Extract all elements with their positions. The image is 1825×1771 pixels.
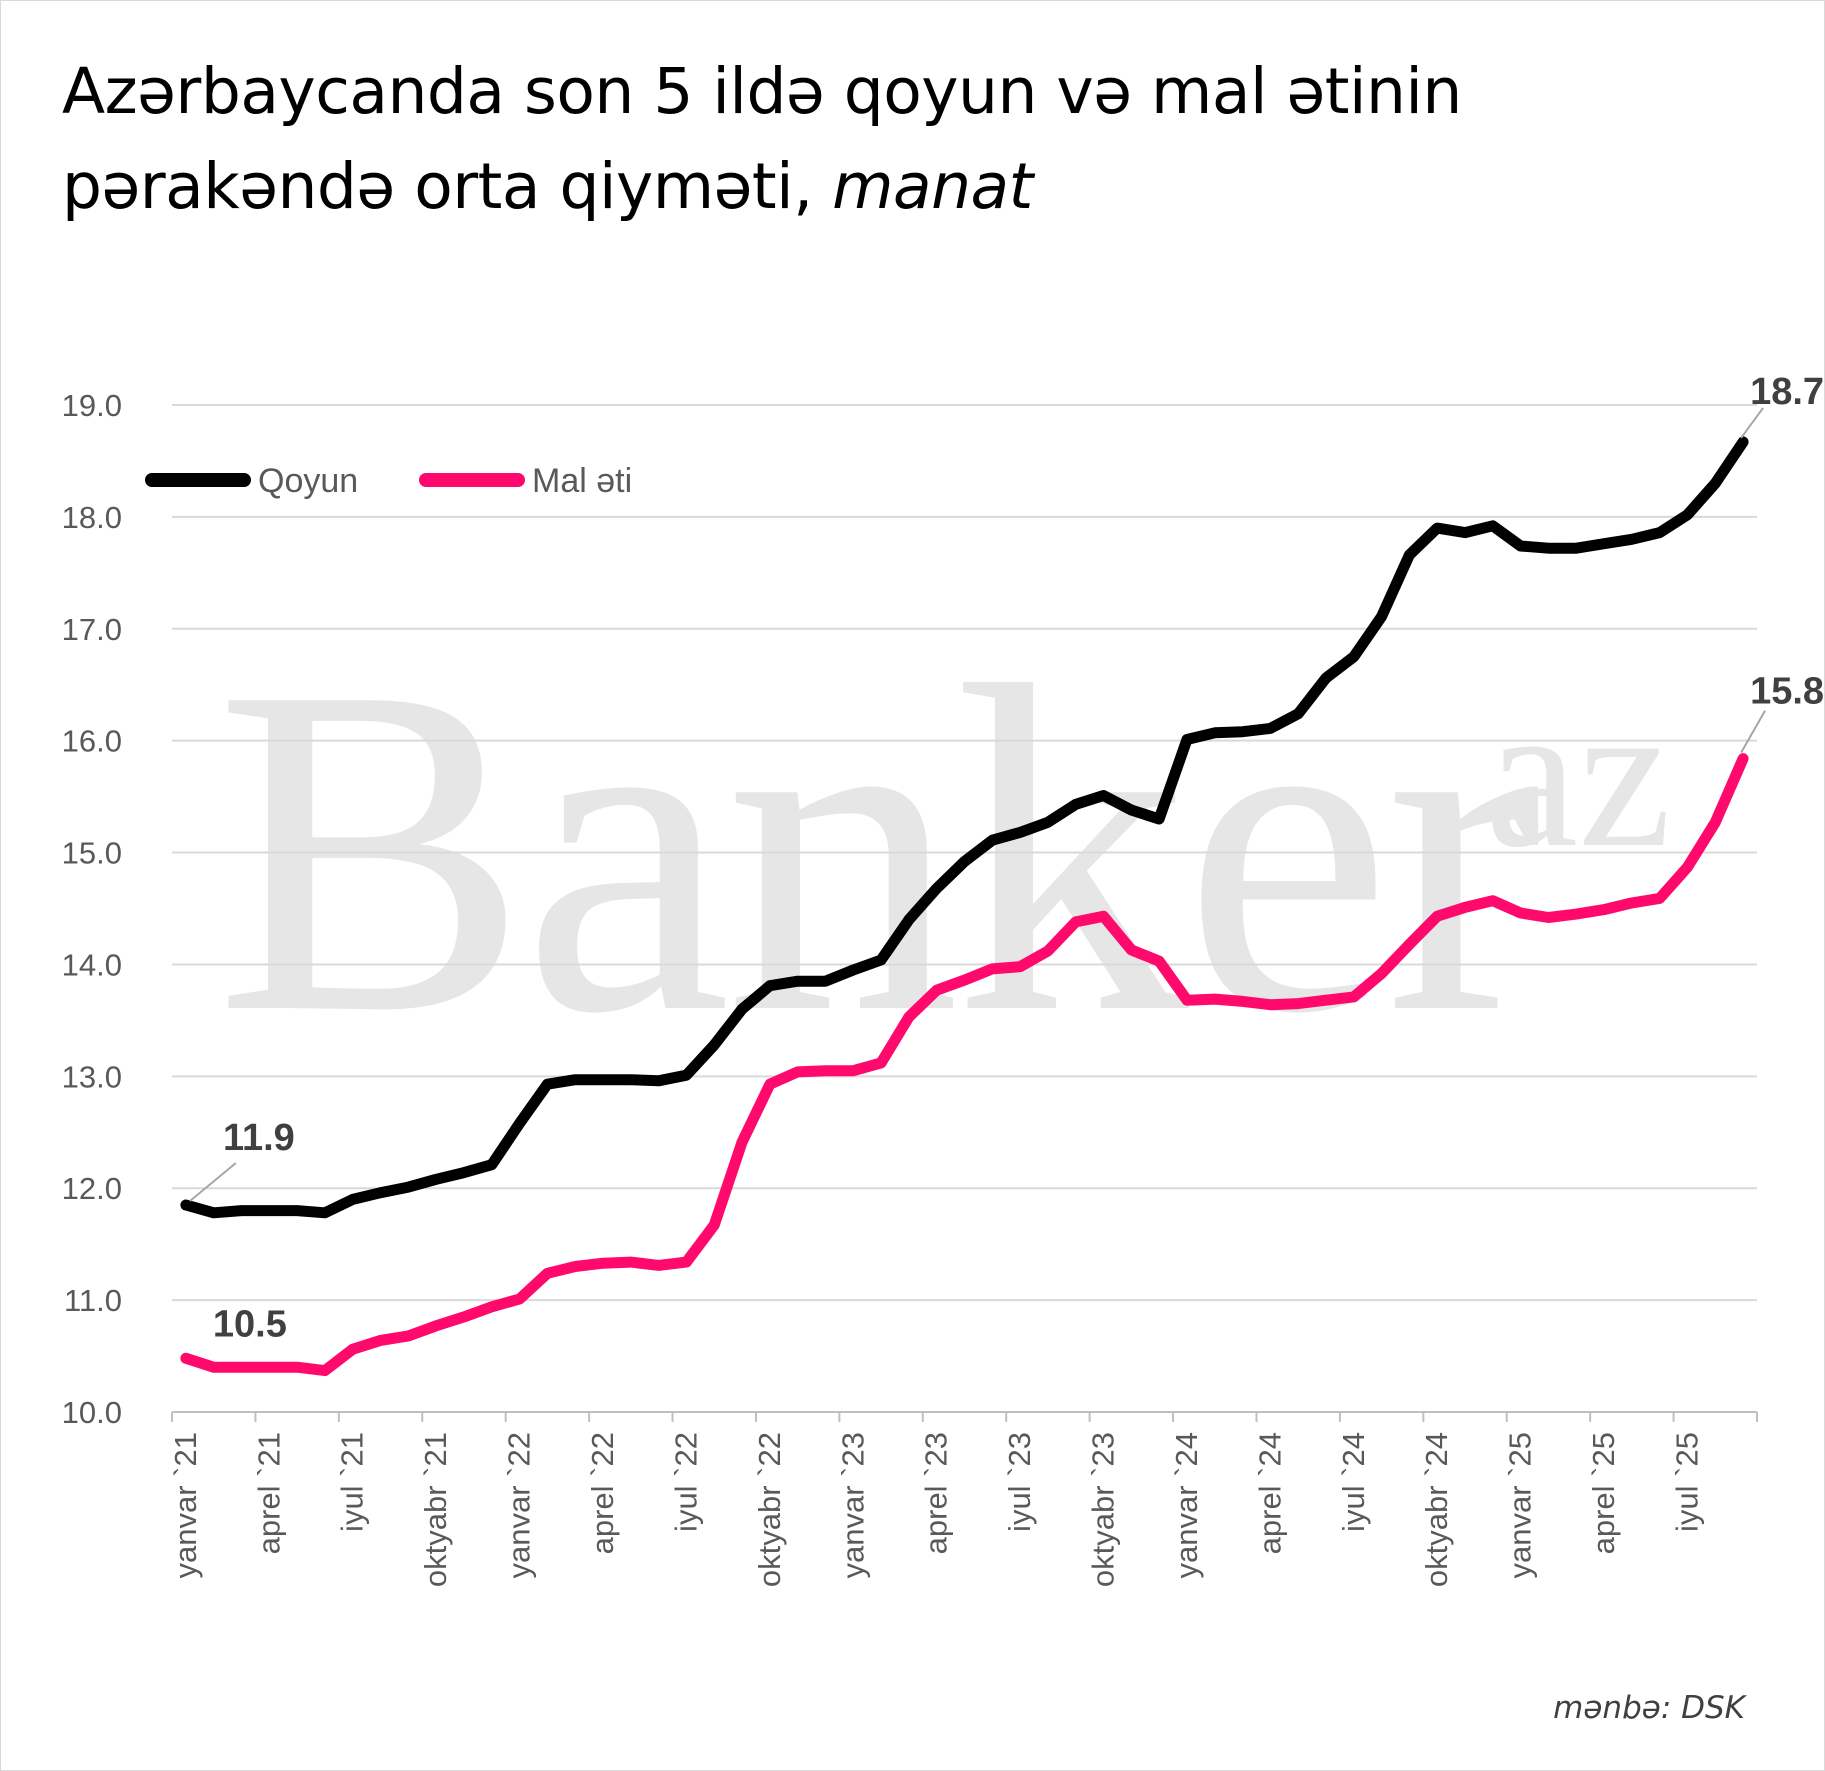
x-tick-label: iyul `25 — [1669, 1432, 1704, 1532]
data-labels: 11.9 18.7 10.5 15.8 — [189, 371, 1824, 1345]
y-axis: 10.0 11.0 12.0 13.0 14.0 15.0 16.0 17.0 18.0 19.0 — [62, 388, 122, 1430]
series-qoyun — [180, 436, 1749, 1219]
x-tick-label: oktyabr `23 — [1086, 1432, 1121, 1587]
x-tick-label: aprel `24 — [1252, 1432, 1287, 1554]
chart-title-unit: manat — [832, 150, 1033, 223]
data-label: 18.7 — [1750, 371, 1824, 413]
series-mal-eti — [180, 753, 1749, 1377]
x-tick-label: oktyabr `22 — [752, 1432, 787, 1587]
x-tick-label: iyul `22 — [668, 1432, 703, 1532]
chart-title: Azərbaycanda son 5 ildə qoyun və mal əti… — [62, 44, 1762, 234]
x-tick-label: oktyabr `24 — [1419, 1432, 1454, 1587]
y-tick-label: 17.0 — [62, 612, 122, 647]
y-tick-label: 13.0 — [62, 1059, 122, 1094]
y-tick-label: 16.0 — [62, 724, 122, 759]
x-tick-label: iyul `24 — [1336, 1432, 1371, 1532]
series-line — [180, 436, 1749, 1219]
x-tick-label: oktyabr `21 — [418, 1432, 453, 1587]
leader-line — [1740, 407, 1764, 439]
legend: Qoyun Mal əti — [145, 462, 632, 500]
x-tick-label: yanvar `22 — [502, 1432, 537, 1578]
source-note: mənbə: DSK — [1553, 1690, 1745, 1726]
leader-line — [189, 1162, 237, 1202]
y-tick-label: 19.0 — [62, 388, 122, 423]
legend-label: Qoyun — [258, 462, 358, 500]
legend-item-mal-eti: Mal əti — [419, 462, 632, 500]
data-label: 11.9 — [223, 1117, 295, 1159]
x-tick-label: iyul `21 — [335, 1432, 370, 1532]
chart-title-main: Azərbaycanda son 5 ildə qoyun və mal əti… — [62, 55, 1462, 223]
x-axis: yanvar `21 aprel `21 iyul `21 oktyabr `21 ya… — [168, 1411, 1758, 1587]
y-tick-label: 14.0 — [62, 947, 122, 982]
x-tick-label: aprel `21 — [251, 1432, 286, 1554]
x-tick-label: aprel `22 — [585, 1432, 620, 1554]
data-label: 10.5 — [213, 1303, 287, 1345]
legend-item-qoyun: Qoyun — [145, 462, 358, 500]
y-tick-label: 12.0 — [62, 1171, 122, 1206]
y-tick-label: 11.0 — [64, 1283, 122, 1318]
series-line — [180, 753, 1749, 1377]
data-label: 15.8 — [1750, 671, 1824, 713]
x-tick-label: yanvar `21 — [168, 1432, 203, 1578]
leader-line — [1740, 710, 1766, 754]
legend-label: Mal əti — [532, 462, 632, 500]
x-tick-label: iyul `23 — [1002, 1432, 1037, 1532]
gridlines — [172, 404, 1757, 1302]
y-tick-label: 15.0 — [62, 836, 122, 871]
x-tick-label: yanvar `23 — [835, 1432, 870, 1578]
x-tick-label: aprel `23 — [919, 1432, 954, 1554]
y-tick-label: 10.0 — [62, 1395, 122, 1430]
x-tick-label: yanvar `25 — [1503, 1432, 1538, 1578]
x-tick-label: aprel `25 — [1586, 1432, 1621, 1554]
x-tick-label: yanvar `24 — [1169, 1432, 1204, 1578]
y-tick-label: 18.0 — [62, 500, 122, 535]
